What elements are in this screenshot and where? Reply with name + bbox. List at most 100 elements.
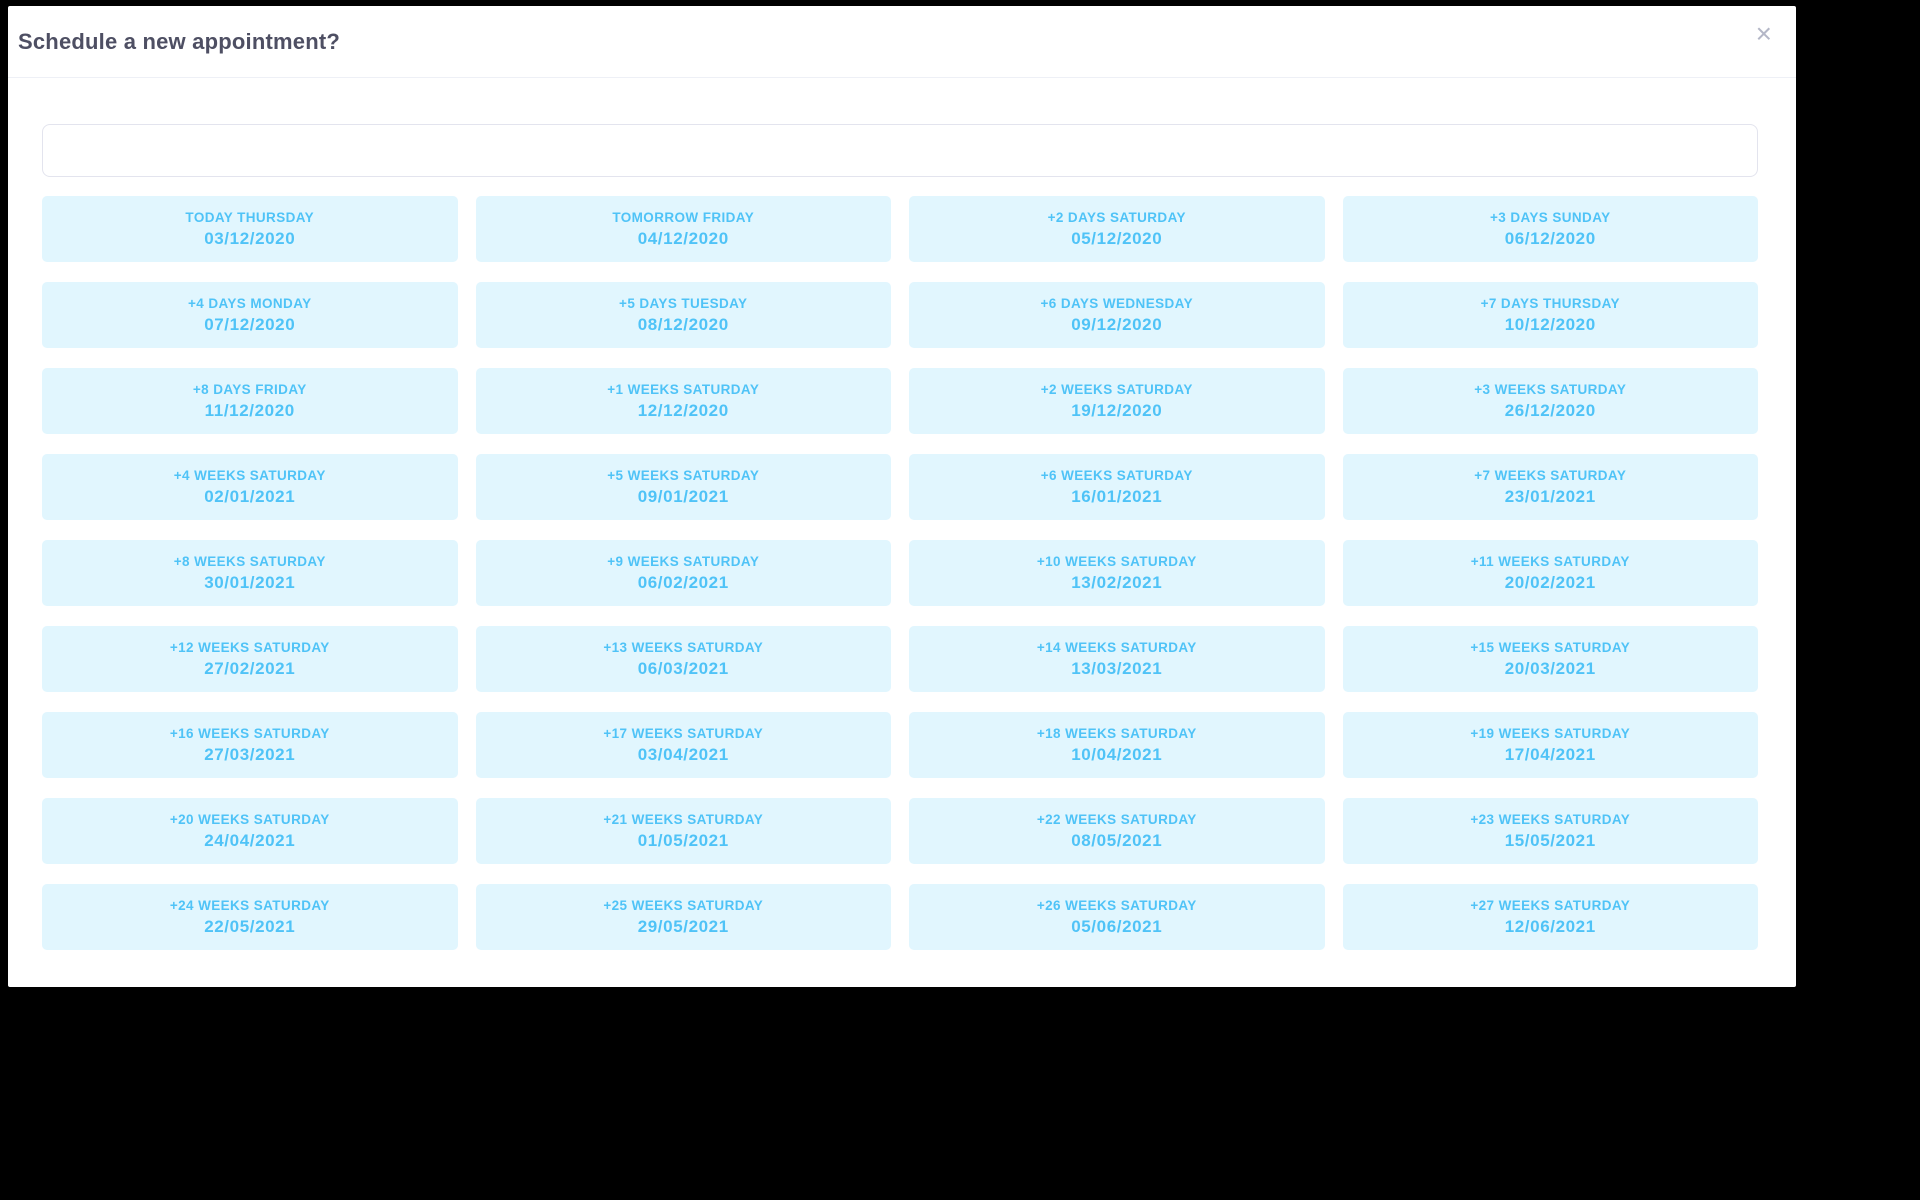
slot-label: +24 WEEKS SATURDAY [169, 897, 330, 913]
appointment-slot-button[interactable]: +5 DAYS TUESDAY 08/12/2020 [475, 282, 891, 348]
appointment-slot-button[interactable]: TODAY THURSDAY 03/12/2020 [42, 196, 458, 262]
appointment-slot-button[interactable]: +27 WEEKS SATURDAY 12/06/2021 [1342, 884, 1758, 950]
slot-date: 06/02/2021 [637, 572, 729, 592]
appointment-slot-button[interactable]: +22 WEEKS SATURDAY 08/05/2021 [909, 798, 1325, 864]
appointment-slot-button[interactable]: +6 WEEKS SATURDAY 16/01/2021 [909, 454, 1325, 520]
slot-date: 08/05/2021 [1071, 830, 1163, 850]
slot-label: +14 WEEKS SATURDAY [1036, 639, 1197, 655]
slot-date: 03/04/2021 [637, 744, 729, 764]
slot-date: 08/12/2020 [637, 314, 729, 334]
appointment-search-input[interactable] [42, 124, 1758, 177]
slot-label: +5 DAYS TUESDAY [619, 295, 748, 311]
slot-date: 03/12/2020 [204, 228, 296, 248]
schedule-appointment-dialog: Schedule a new appointment? × TODAY THUR… [8, 6, 1796, 987]
slot-date: 06/12/2020 [1504, 228, 1596, 248]
appointment-slot-button[interactable]: +3 DAYS SUNDAY 06/12/2020 [1342, 196, 1758, 262]
slot-date: 09/01/2021 [637, 486, 729, 506]
slot-date: 10/12/2020 [1504, 314, 1596, 334]
appointment-slot-button[interactable]: +23 WEEKS SATURDAY 15/05/2021 [1342, 798, 1758, 864]
slot-label: +4 WEEKS SATURDAY [173, 467, 326, 483]
appointment-slot-button[interactable]: +8 WEEKS SATURDAY 30/01/2021 [42, 540, 458, 606]
slot-label: +26 WEEKS SATURDAY [1036, 897, 1197, 913]
slot-date: 04/12/2020 [637, 228, 729, 248]
slot-date: 20/03/2021 [1504, 658, 1596, 678]
appointment-slot-button[interactable]: +15 WEEKS SATURDAY 20/03/2021 [1342, 626, 1758, 692]
appointment-slot-button[interactable]: +7 DAYS THURSDAY 10/12/2020 [1342, 282, 1758, 348]
slot-date: 05/06/2021 [1071, 916, 1163, 936]
slot-label: +10 WEEKS SATURDAY [1036, 553, 1197, 569]
slot-date: 01/05/2021 [637, 830, 729, 850]
appointment-slot-button[interactable]: +11 WEEKS SATURDAY 20/02/2021 [1342, 540, 1758, 606]
slot-label: +7 DAYS THURSDAY [1480, 295, 1620, 311]
slot-label: +4 DAYS MONDAY [187, 295, 312, 311]
appointment-slot-grid: TODAY THURSDAY 03/12/2020 TOMORROW FRIDA… [42, 196, 1758, 950]
slot-label: +17 WEEKS SATURDAY [603, 725, 764, 741]
slot-date: 11/12/2020 [204, 400, 295, 420]
slot-label: +15 WEEKS SATURDAY [1470, 639, 1631, 655]
appointment-slot-button[interactable]: +1 WEEKS SATURDAY 12/12/2020 [475, 368, 891, 434]
slot-label: +8 WEEKS SATURDAY [173, 553, 326, 569]
slot-date: 19/12/2020 [1071, 400, 1163, 420]
slot-date: 06/03/2021 [637, 658, 729, 678]
appointment-slot-button[interactable]: +20 WEEKS SATURDAY 24/04/2021 [42, 798, 458, 864]
slot-label: +13 WEEKS SATURDAY [603, 639, 764, 655]
slot-date: 26/12/2020 [1504, 400, 1596, 420]
slot-date: 23/01/2021 [1504, 486, 1596, 506]
slot-label: +16 WEEKS SATURDAY [169, 725, 330, 741]
slot-label: TODAY THURSDAY [185, 209, 315, 225]
slot-label: +12 WEEKS SATURDAY [169, 639, 330, 655]
appointment-slot-button[interactable]: +9 WEEKS SATURDAY 06/02/2021 [475, 540, 891, 606]
slot-label: +18 WEEKS SATURDAY [1036, 725, 1197, 741]
appointment-slot-button[interactable]: +14 WEEKS SATURDAY 13/03/2021 [909, 626, 1325, 692]
appointment-slot-button[interactable]: +16 WEEKS SATURDAY 27/03/2021 [42, 712, 458, 778]
dialog-body: TODAY THURSDAY 03/12/2020 TOMORROW FRIDA… [8, 78, 1796, 950]
appointment-slot-button[interactable]: TOMORROW FRIDAY 04/12/2020 [475, 196, 891, 262]
appointment-slot-button[interactable]: +19 WEEKS SATURDAY 17/04/2021 [1342, 712, 1758, 778]
slot-date: 13/02/2021 [1071, 572, 1163, 592]
appointment-slot-button[interactable]: +7 WEEKS SATURDAY 23/01/2021 [1342, 454, 1758, 520]
appointment-slot-button[interactable]: +13 WEEKS SATURDAY 06/03/2021 [475, 626, 891, 692]
slot-label: +6 WEEKS SATURDAY [1040, 467, 1193, 483]
slot-label: +20 WEEKS SATURDAY [169, 811, 330, 827]
appointment-slot-button[interactable]: +26 WEEKS SATURDAY 05/06/2021 [909, 884, 1325, 950]
slot-date: 22/05/2021 [204, 916, 296, 936]
slot-date: 13/03/2021 [1071, 658, 1163, 678]
appointment-slot-button[interactable]: +12 WEEKS SATURDAY 27/02/2021 [42, 626, 458, 692]
appointment-slot-button[interactable]: +2 DAYS SATURDAY 05/12/2020 [909, 196, 1325, 262]
appointment-slot-button[interactable]: +24 WEEKS SATURDAY 22/05/2021 [42, 884, 458, 950]
appointment-slot-button[interactable]: +2 WEEKS SATURDAY 19/12/2020 [909, 368, 1325, 434]
slot-date: 05/12/2020 [1071, 228, 1163, 248]
appointment-slot-button[interactable]: +3 WEEKS SATURDAY 26/12/2020 [1342, 368, 1758, 434]
slot-date: 29/05/2021 [637, 916, 729, 936]
slot-label: +5 WEEKS SATURDAY [607, 467, 760, 483]
slot-label: +2 WEEKS SATURDAY [1040, 381, 1193, 397]
slot-label: +19 WEEKS SATURDAY [1470, 725, 1631, 741]
appointment-slot-button[interactable]: +4 DAYS MONDAY 07/12/2020 [42, 282, 458, 348]
slot-date: 07/12/2020 [204, 314, 296, 334]
appointment-slot-button[interactable]: +4 WEEKS SATURDAY 02/01/2021 [42, 454, 458, 520]
slot-label: +2 DAYS SATURDAY [1047, 209, 1186, 225]
appointment-slot-button[interactable]: +25 WEEKS SATURDAY 29/05/2021 [475, 884, 891, 950]
appointment-slot-button[interactable]: +17 WEEKS SATURDAY 03/04/2021 [475, 712, 891, 778]
close-icon[interactable]: × [1755, 18, 1772, 49]
slot-date: 27/02/2021 [204, 658, 296, 678]
slot-label: +21 WEEKS SATURDAY [603, 811, 764, 827]
slot-label: +22 WEEKS SATURDAY [1036, 811, 1197, 827]
slot-date: 02/01/2021 [204, 486, 296, 506]
appointment-slot-button[interactable]: +5 WEEKS SATURDAY 09/01/2021 [475, 454, 891, 520]
slot-label: +6 DAYS WEDNESDAY [1040, 295, 1193, 311]
appointment-slot-button[interactable]: +6 DAYS WEDNESDAY 09/12/2020 [909, 282, 1325, 348]
appointment-slot-button[interactable]: +21 WEEKS SATURDAY 01/05/2021 [475, 798, 891, 864]
slot-label: +11 WEEKS SATURDAY [1470, 553, 1630, 569]
appointment-slot-button[interactable]: +8 DAYS FRIDAY 11/12/2020 [42, 368, 458, 434]
dialog-title: Schedule a new appointment? [18, 28, 340, 54]
slot-label: +27 WEEKS SATURDAY [1470, 897, 1631, 913]
slot-date: 12/12/2020 [637, 400, 729, 420]
appointment-slot-button[interactable]: +18 WEEKS SATURDAY 10/04/2021 [909, 712, 1325, 778]
slot-label: +3 WEEKS SATURDAY [1474, 381, 1627, 397]
slot-date: 10/04/2021 [1071, 744, 1163, 764]
appointment-slot-button[interactable]: +10 WEEKS SATURDAY 13/02/2021 [909, 540, 1325, 606]
slot-label: +9 WEEKS SATURDAY [607, 553, 760, 569]
slot-label: +8 DAYS FRIDAY [192, 381, 307, 397]
slot-label: +23 WEEKS SATURDAY [1470, 811, 1631, 827]
